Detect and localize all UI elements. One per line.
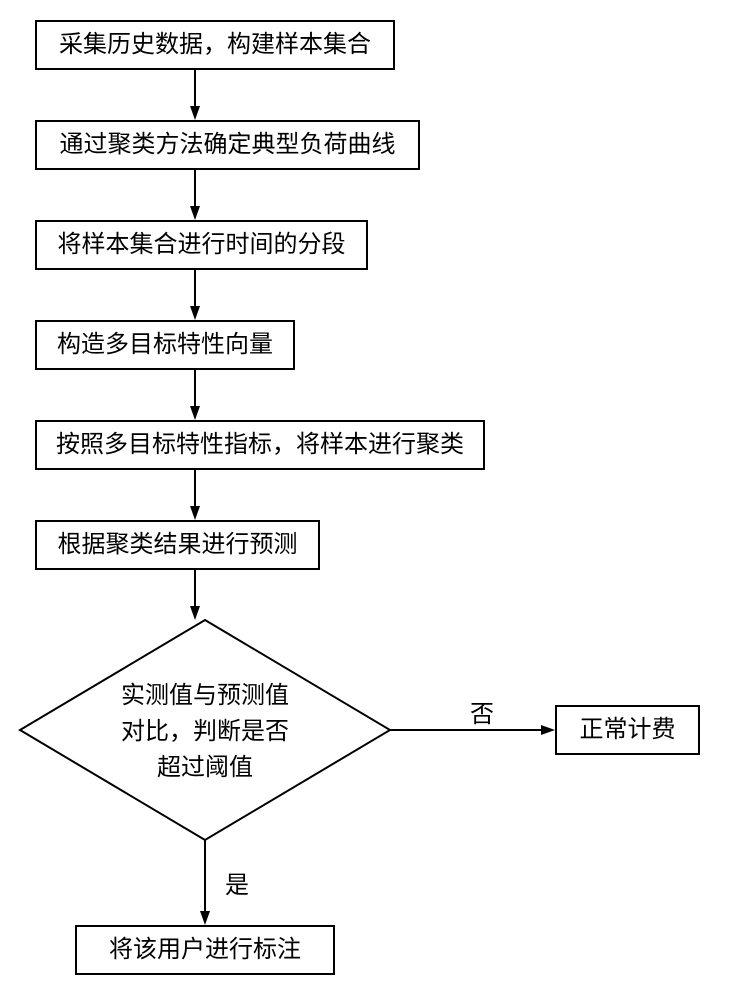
flow-edge-3-arrow (190, 406, 200, 420)
flow-node-n9: 将该用户进行标注 (75, 925, 335, 975)
flow-node-n7-text: 实测值与预测值 (121, 682, 289, 709)
flow-edge-7-label: 是 (225, 865, 249, 900)
flow-node-n7-text: 对比，判断是否 (121, 718, 289, 745)
flow-edge-1-arrow (190, 206, 200, 220)
flow-edge-0-arrow (190, 106, 200, 120)
flow-edge-5-arrow (190, 606, 200, 620)
flow-node-n4: 构造多目标特性向量 (35, 320, 295, 370)
flow-node-n2: 通过聚类方法确定典型负荷曲线 (35, 120, 420, 170)
flow-edge-4-arrow (190, 506, 200, 520)
flow-node-n8: 正常计费 (555, 705, 700, 755)
flow-node-n1: 采集历史数据，构建样本集合 (35, 20, 395, 70)
flow-node-n5: 按照多目标特性指标，将样本进行聚类 (35, 420, 485, 470)
flow-edge-6-arrow (541, 725, 555, 735)
flow-node-n6: 根据聚类结果进行预测 (35, 520, 320, 570)
flow-edge-6-label: 否 (470, 694, 494, 729)
flow-edge-7-arrow (200, 911, 210, 925)
flow-node-n3: 将样本集合进行时间的分段 (35, 220, 368, 270)
flow-edge-2-arrow (190, 306, 200, 320)
flow-node-n7-text: 超过阈值 (157, 754, 253, 781)
